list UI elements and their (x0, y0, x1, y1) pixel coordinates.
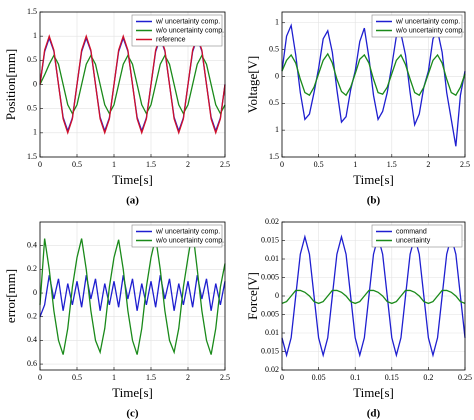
y-tick-label: 0.02 (265, 365, 279, 374)
legend-label: uncertainty (396, 237, 431, 244)
x-tick-label: 0.5 (72, 160, 82, 169)
x-tick-label: 2.5 (220, 373, 230, 382)
x-tick-label: 1 (112, 373, 116, 382)
x-tick-label: 0.25 (458, 373, 472, 382)
data-line (39, 230, 226, 355)
x-tick-label: 0.2 (423, 373, 433, 382)
x-tick-label: 0 (38, 160, 42, 169)
y-tick-label: 0.2 (27, 312, 37, 321)
data-line (39, 54, 226, 115)
y-tick-label: 0.5 (27, 55, 37, 64)
x-tick-label: 1.5 (387, 160, 397, 169)
y-tick-label: 1 (33, 31, 37, 40)
legend-box (371, 14, 463, 38)
legend-label: w/o uncertainty comp. (155, 237, 224, 244)
x-tick-label: 2 (186, 373, 190, 382)
y-tick-label: 1.5 (269, 152, 279, 161)
panel-label: (a) (126, 195, 139, 207)
legend-label: w/ uncertainty comp. (155, 18, 220, 25)
y-tick-label: 1 (275, 125, 279, 134)
y-tick-label: 0.4 (27, 335, 37, 344)
x-tick-label: 1.5 (146, 160, 156, 169)
y-tick-label: 0.2 (27, 264, 37, 273)
x-tick-label: 0.5 (314, 160, 324, 169)
x-tick-label: 0.5 (72, 373, 82, 382)
legend-box (131, 224, 223, 248)
y-tick-label: 1.5 (27, 152, 37, 161)
data-line (281, 23, 466, 147)
plot-frame (281, 11, 466, 158)
y-tick-label: 0 (33, 288, 37, 297)
y-axis-label: Position[mm] (3, 49, 18, 121)
y-tick-label: 0.02 (265, 217, 279, 226)
y-tick-label: 1 (33, 128, 37, 137)
y-tick-label: 0.005 (261, 272, 279, 281)
x-tick-label: 0 (280, 160, 284, 169)
x-tick-label: 0 (280, 373, 284, 382)
y-tick-label: 0 (275, 71, 279, 80)
x-axis-label: Time[s] (353, 385, 394, 400)
x-tick-label: 2.5 (220, 160, 230, 169)
y-tick-label: 0.5 (269, 44, 279, 53)
data-line (281, 234, 466, 358)
x-tick-label: 0 (38, 373, 42, 382)
legend-label: w/o uncertainty comp. (395, 27, 464, 34)
plot-frame (281, 221, 466, 371)
legend-label: w/o uncertainty comp. (155, 27, 224, 34)
y-tick-label: 0.01 (265, 254, 279, 263)
data-line (281, 52, 466, 97)
legend-label: w/ uncertainty comp. (155, 228, 220, 235)
panel-label: (c) (126, 408, 139, 420)
data-line (39, 275, 226, 317)
plot-frame (39, 221, 226, 371)
y-axis-label: error[mm] (3, 269, 18, 323)
y-tick-label: 0 (275, 291, 279, 300)
y-tick-label: 0.4 (27, 241, 37, 250)
x-axis-label: Time[s] (112, 172, 153, 187)
x-axis-label: Time[s] (353, 172, 394, 187)
y-tick-label: 0 (33, 79, 37, 88)
plot-frame (39, 11, 226, 158)
panel-label: (d) (367, 408, 381, 420)
x-tick-label: 1.5 (146, 373, 156, 382)
x-tick-label: 1 (112, 160, 116, 169)
y-tick-label: 1.5 (27, 7, 37, 16)
panel-label: (b) (367, 195, 381, 207)
data-line (281, 289, 466, 305)
legend-box (371, 224, 463, 248)
y-axis-label: Voltage[V] (245, 56, 260, 114)
legend-label: command (396, 228, 427, 235)
x-axis-label: Time[s] (112, 385, 153, 400)
y-tick-label: 0.005 (261, 309, 279, 318)
y-tick-label: 1 (275, 18, 279, 27)
y-tick-label: 0.015 (261, 235, 279, 244)
y-tick-label: 0.5 (269, 98, 279, 107)
x-tick-label: 0.05 (312, 373, 326, 382)
x-tick-label: 1 (353, 160, 357, 169)
y-tick-label: 0.01 (265, 328, 279, 337)
x-tick-label: 0.15 (385, 373, 399, 382)
y-tick-label: 0.5 (27, 103, 37, 112)
y-tick-label: 0.6 (27, 359, 37, 368)
legend-label: reference (156, 36, 186, 43)
y-axis-label: Force[V] (245, 272, 260, 320)
x-tick-label: 0.1 (350, 373, 360, 382)
legend-label: w/ uncertainty comp. (395, 18, 460, 25)
x-tick-label: 2.5 (460, 160, 470, 169)
y-tick-label: 0.015 (261, 346, 279, 355)
x-tick-label: 2 (426, 160, 430, 169)
x-tick-label: 2 (186, 160, 190, 169)
